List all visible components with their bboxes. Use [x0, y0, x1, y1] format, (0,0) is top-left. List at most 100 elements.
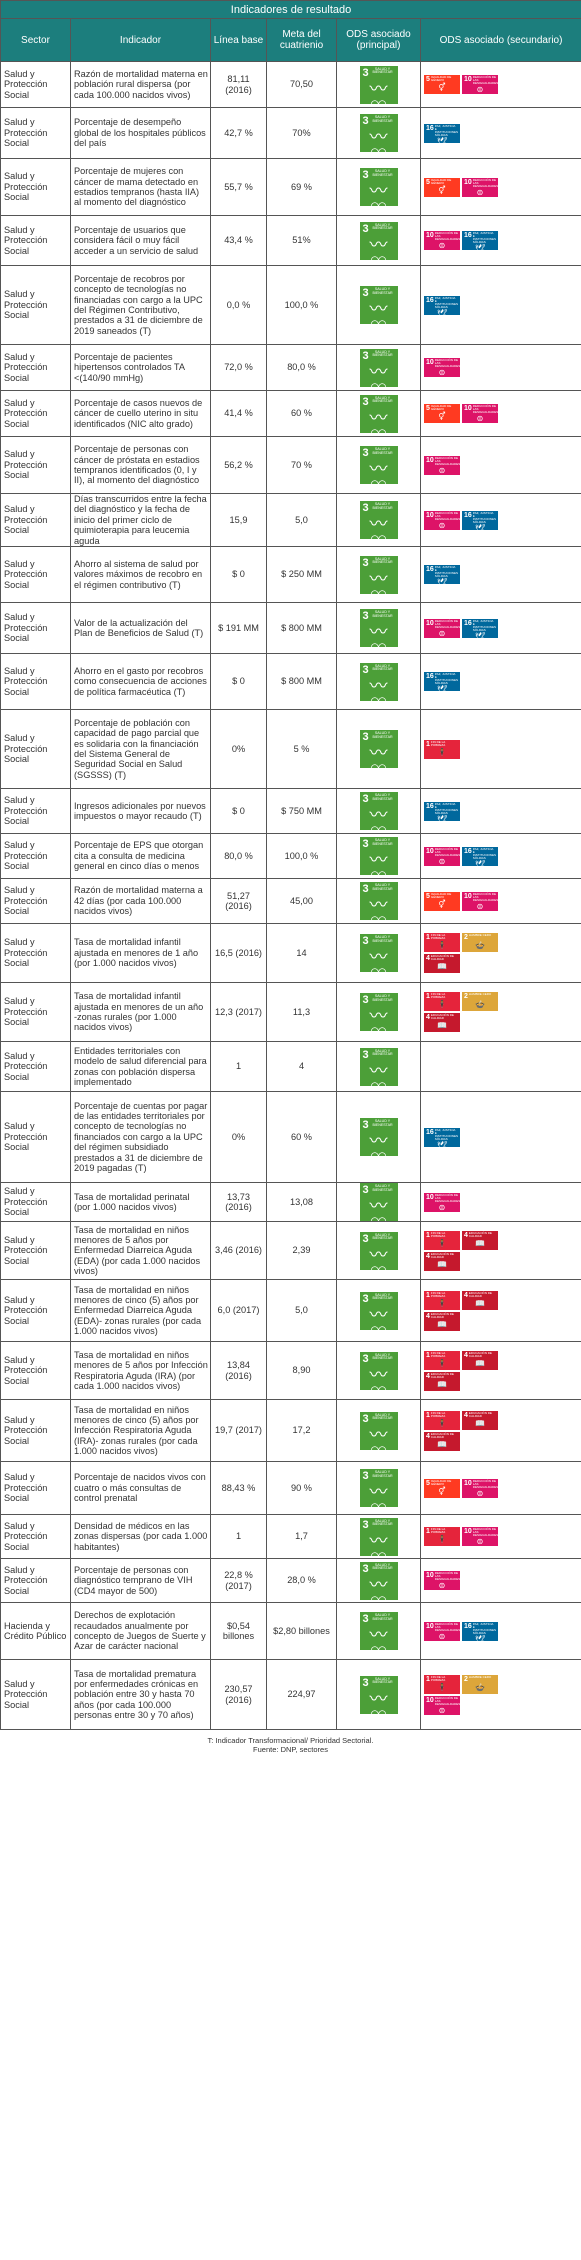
- goal-cell: 8,90: [266, 1341, 337, 1401]
- ods-number: 5: [426, 892, 430, 900]
- ods-10-tile: 10 REDUCCIÓN DE LAS DESIGUALDADES ⊜: [424, 1571, 460, 1591]
- ods-tile-header: 3 SALUD Y BIENESTAR: [363, 883, 395, 895]
- ods-tile-header: 1 FIN DE LA POBREZA: [426, 1674, 458, 1683]
- ods-tile-header: 3 SALUD Y BIENESTAR: [363, 447, 395, 459]
- ods-10-tile: 10 REDUCCIÓN DE LAS DESIGUALDADES ⊜: [424, 1621, 460, 1641]
- ods-secondary-list: 5 IGUALDAD DE GÉNERO ⚥ 10 REDUCCIÓN DE LAS D…: [423, 891, 503, 912]
- ods-number: 3: [362, 1048, 369, 1061]
- baseline-cell: 41,4 %: [210, 390, 267, 437]
- baseline-cell: 80,0 %: [210, 833, 267, 880]
- ods-secondary-cell: 16 PAZ, JUSTICIA E INSTITUCIONES SÓLIDAS 🕊: [419, 653, 581, 711]
- ods-tile-header: 1 FIN DE LA POBREZA: [426, 933, 458, 941]
- table-row: Salud y Protección Social Tasa de mortali…: [0, 1399, 581, 1463]
- ods-tile-header: 5 IGUALDAD DE GÉNERO: [426, 1479, 458, 1487]
- ods-tile-header: 3 SALUD Y BIENESTAR: [363, 1613, 395, 1625]
- ods-title: SALUD Y BIENESTAR: [372, 793, 393, 801]
- ods-number: 3: [362, 1676, 369, 1689]
- table-row: Salud y Protección Social Tasa de mortali…: [0, 1659, 581, 1731]
- ods-secondary-list: 16 PAZ, JUSTICIA E INSTITUCIONES SÓLIDAS 🕊: [423, 671, 503, 692]
- indicator-cell: Porcentaje de nacidos vivos con cuatro o…: [70, 1461, 211, 1516]
- ods-title: SALUD Y BIENESTAR: [372, 731, 393, 739]
- indicator-cell: Tasa de mortalidad en niños menores de 5…: [70, 1341, 211, 1401]
- baseline-cell: $ 0: [210, 546, 267, 604]
- ods-title: FIN DE LA POBREZA: [430, 933, 446, 941]
- ods-tile-header: 4 EDUCACIÓN DE CALIDAD: [426, 1372, 458, 1380]
- goal-cell: 100,0 %: [266, 265, 337, 345]
- indicator-cell: Porcentaje de mujeres con cáncer de mama…: [70, 158, 211, 216]
- ods-3-icon: 〰♡: [369, 514, 388, 539]
- ods-title: FIN DE LA POBREZA: [430, 1410, 446, 1418]
- ods-16-tile: 16 PAZ, JUSTICIA E INSTITUCIONES SÓLIDAS 🕊: [462, 846, 498, 866]
- sector-cell: Salud y Protección Social: [0, 1041, 71, 1093]
- ods-tile-header: 2 HAMBRE CERO: [464, 1675, 496, 1683]
- ods-5-icon: ⚥: [438, 899, 446, 909]
- ods-secondary-cell: 16 PAZ, JUSTICIA E INSTITUCIONES SÓLIDAS 🕊: [419, 546, 581, 604]
- ods-title: SALUD Y BIENESTAR: [372, 66, 393, 75]
- ods-3-icon: 〰♡: [369, 1625, 388, 1650]
- ods-title: FIN DE LA POBREZA: [430, 992, 446, 1000]
- ods-title: SALUD Y BIENESTAR: [372, 1352, 393, 1361]
- goal-cell: 5,0: [266, 492, 337, 548]
- ods-number: 4: [464, 1291, 468, 1299]
- ods-4-icon: 📖: [437, 1319, 447, 1329]
- ods-3-icon: 〰♡: [369, 78, 388, 104]
- indicator-cell: Porcentaje de recobros por concepto de t…: [70, 265, 211, 345]
- ods-title: FIN DE LA POBREZA: [430, 1350, 446, 1358]
- ods-secondary-list: 10 REDUCCIÓN DE LAS DESIGUALDADES ⊜: [423, 357, 503, 378]
- ods-number: 3: [362, 935, 369, 948]
- ods-secondary-list: 10 REDUCCIÓN DE LAS DESIGUALDADES ⊜ 16 PAZ, …: [423, 1621, 503, 1642]
- ods-secondary-list: 16 PAZ, JUSTICIA E INSTITUCIONES SÓLIDAS 🕊: [423, 564, 503, 585]
- ods-number: 3: [362, 1119, 369, 1132]
- sector-cell: Salud y Protección Social: [0, 1279, 71, 1343]
- ods-secondary-list: 1 FIN DE LA POBREZA 🕴: [423, 739, 503, 760]
- table-row: Salud y Protección Social Razón de mortal…: [0, 878, 581, 925]
- indicator-cell: Tasa de mortalidad infantil ajustada en …: [70, 923, 211, 984]
- ods-tile-header: 16 PAZ, JUSTICIA E INSTITUCIONES SÓLIDAS: [426, 802, 458, 815]
- ods-title: EDUCACIÓN DE CALIDAD: [468, 1290, 492, 1298]
- ods-title: SALUD Y BIENESTAR: [372, 1232, 393, 1241]
- ods-number: 10: [426, 619, 434, 627]
- ods-secondary-list: 16 PAZ, JUSTICIA E INSTITUCIONES SÓLIDAS 🕊: [423, 123, 503, 144]
- ods-number: 3: [362, 1518, 369, 1531]
- ods-number: 1: [426, 1351, 430, 1359]
- ods-16-icon: 🕊: [436, 136, 448, 143]
- ods-10-icon: ⊜: [438, 520, 446, 530]
- goal-cell: 70,50: [266, 61, 337, 108]
- ods-4-tile: 4 EDUCACIÓN DE CALIDAD 📖: [462, 1410, 498, 1430]
- ods-number: 2: [464, 934, 468, 942]
- ods-1-tile: 1 FIN DE LA POBREZA 🕴: [424, 739, 460, 759]
- ods-title: REDUCCIÓN DE LAS DESIGUALDADES: [434, 358, 460, 369]
- table-row: Salud y Protección Social Tasa de mortali…: [0, 1341, 581, 1401]
- ods-title: FIN DE LA POBREZA: [430, 1674, 446, 1682]
- goal-cell: 5,0: [266, 1279, 337, 1343]
- ods-4-tile: 4 EDUCACIÓN DE CALIDAD 📖: [424, 1311, 460, 1331]
- ods-title: PAZ, JUSTICIA E INSTITUCIONES SÓLIDAS: [472, 618, 496, 632]
- goal-cell: 17,2: [266, 1399, 337, 1463]
- ods-number: 16: [426, 802, 434, 810]
- indicator-cell: Tasa de mortalidad infantil ajustada en …: [70, 982, 211, 1043]
- goal-cell: 60 %: [266, 390, 337, 437]
- ods-tile-header: 1 FIN DE LA POBREZA: [426, 1291, 458, 1299]
- table-row: Salud y Protección Social Porcentaje de r…: [0, 265, 581, 345]
- ods-16-tile: 16 PAZ, JUSTICIA E INSTITUCIONES SÓLIDAS 🕊: [424, 1127, 460, 1147]
- ods-secondary-cell: 5 IGUALDAD DE GÉNERO ⚥ 10 REDUCCIÓN DE LAS D…: [419, 390, 581, 437]
- ods-tile-header: 3 SALUD Y BIENESTAR: [363, 1232, 395, 1245]
- ods-secondary-cell: 10 REDUCCIÓN DE LAS DESIGUALDADES ⊜ 16 PAZ, …: [419, 215, 581, 266]
- ods-tile-header: 10 REDUCCIÓN DE LAS DESIGUALDADES: [426, 1696, 460, 1706]
- ods-tile-header: 3 SALUD Y BIENESTAR: [362, 1518, 395, 1531]
- ods-number: 10: [426, 511, 434, 519]
- results-table: Indicadores de resultado Sector Indicado…: [0, 0, 581, 1731]
- ods-title: SALUD Y BIENESTAR: [372, 222, 393, 231]
- ods-title: SALUD Y BIENESTAR: [372, 610, 393, 618]
- ods-title: REDUCCIÓN DE LAS DESIGUALDADES: [472, 891, 498, 902]
- ods-3-icon: 〰♡: [369, 1574, 388, 1600]
- ods-secondary-list: 5 IGUALDAD DE GÉNERO ⚥ 10 REDUCCIÓN DE LAS D…: [423, 1478, 503, 1499]
- baseline-cell: $0,54 billones: [210, 1602, 267, 1661]
